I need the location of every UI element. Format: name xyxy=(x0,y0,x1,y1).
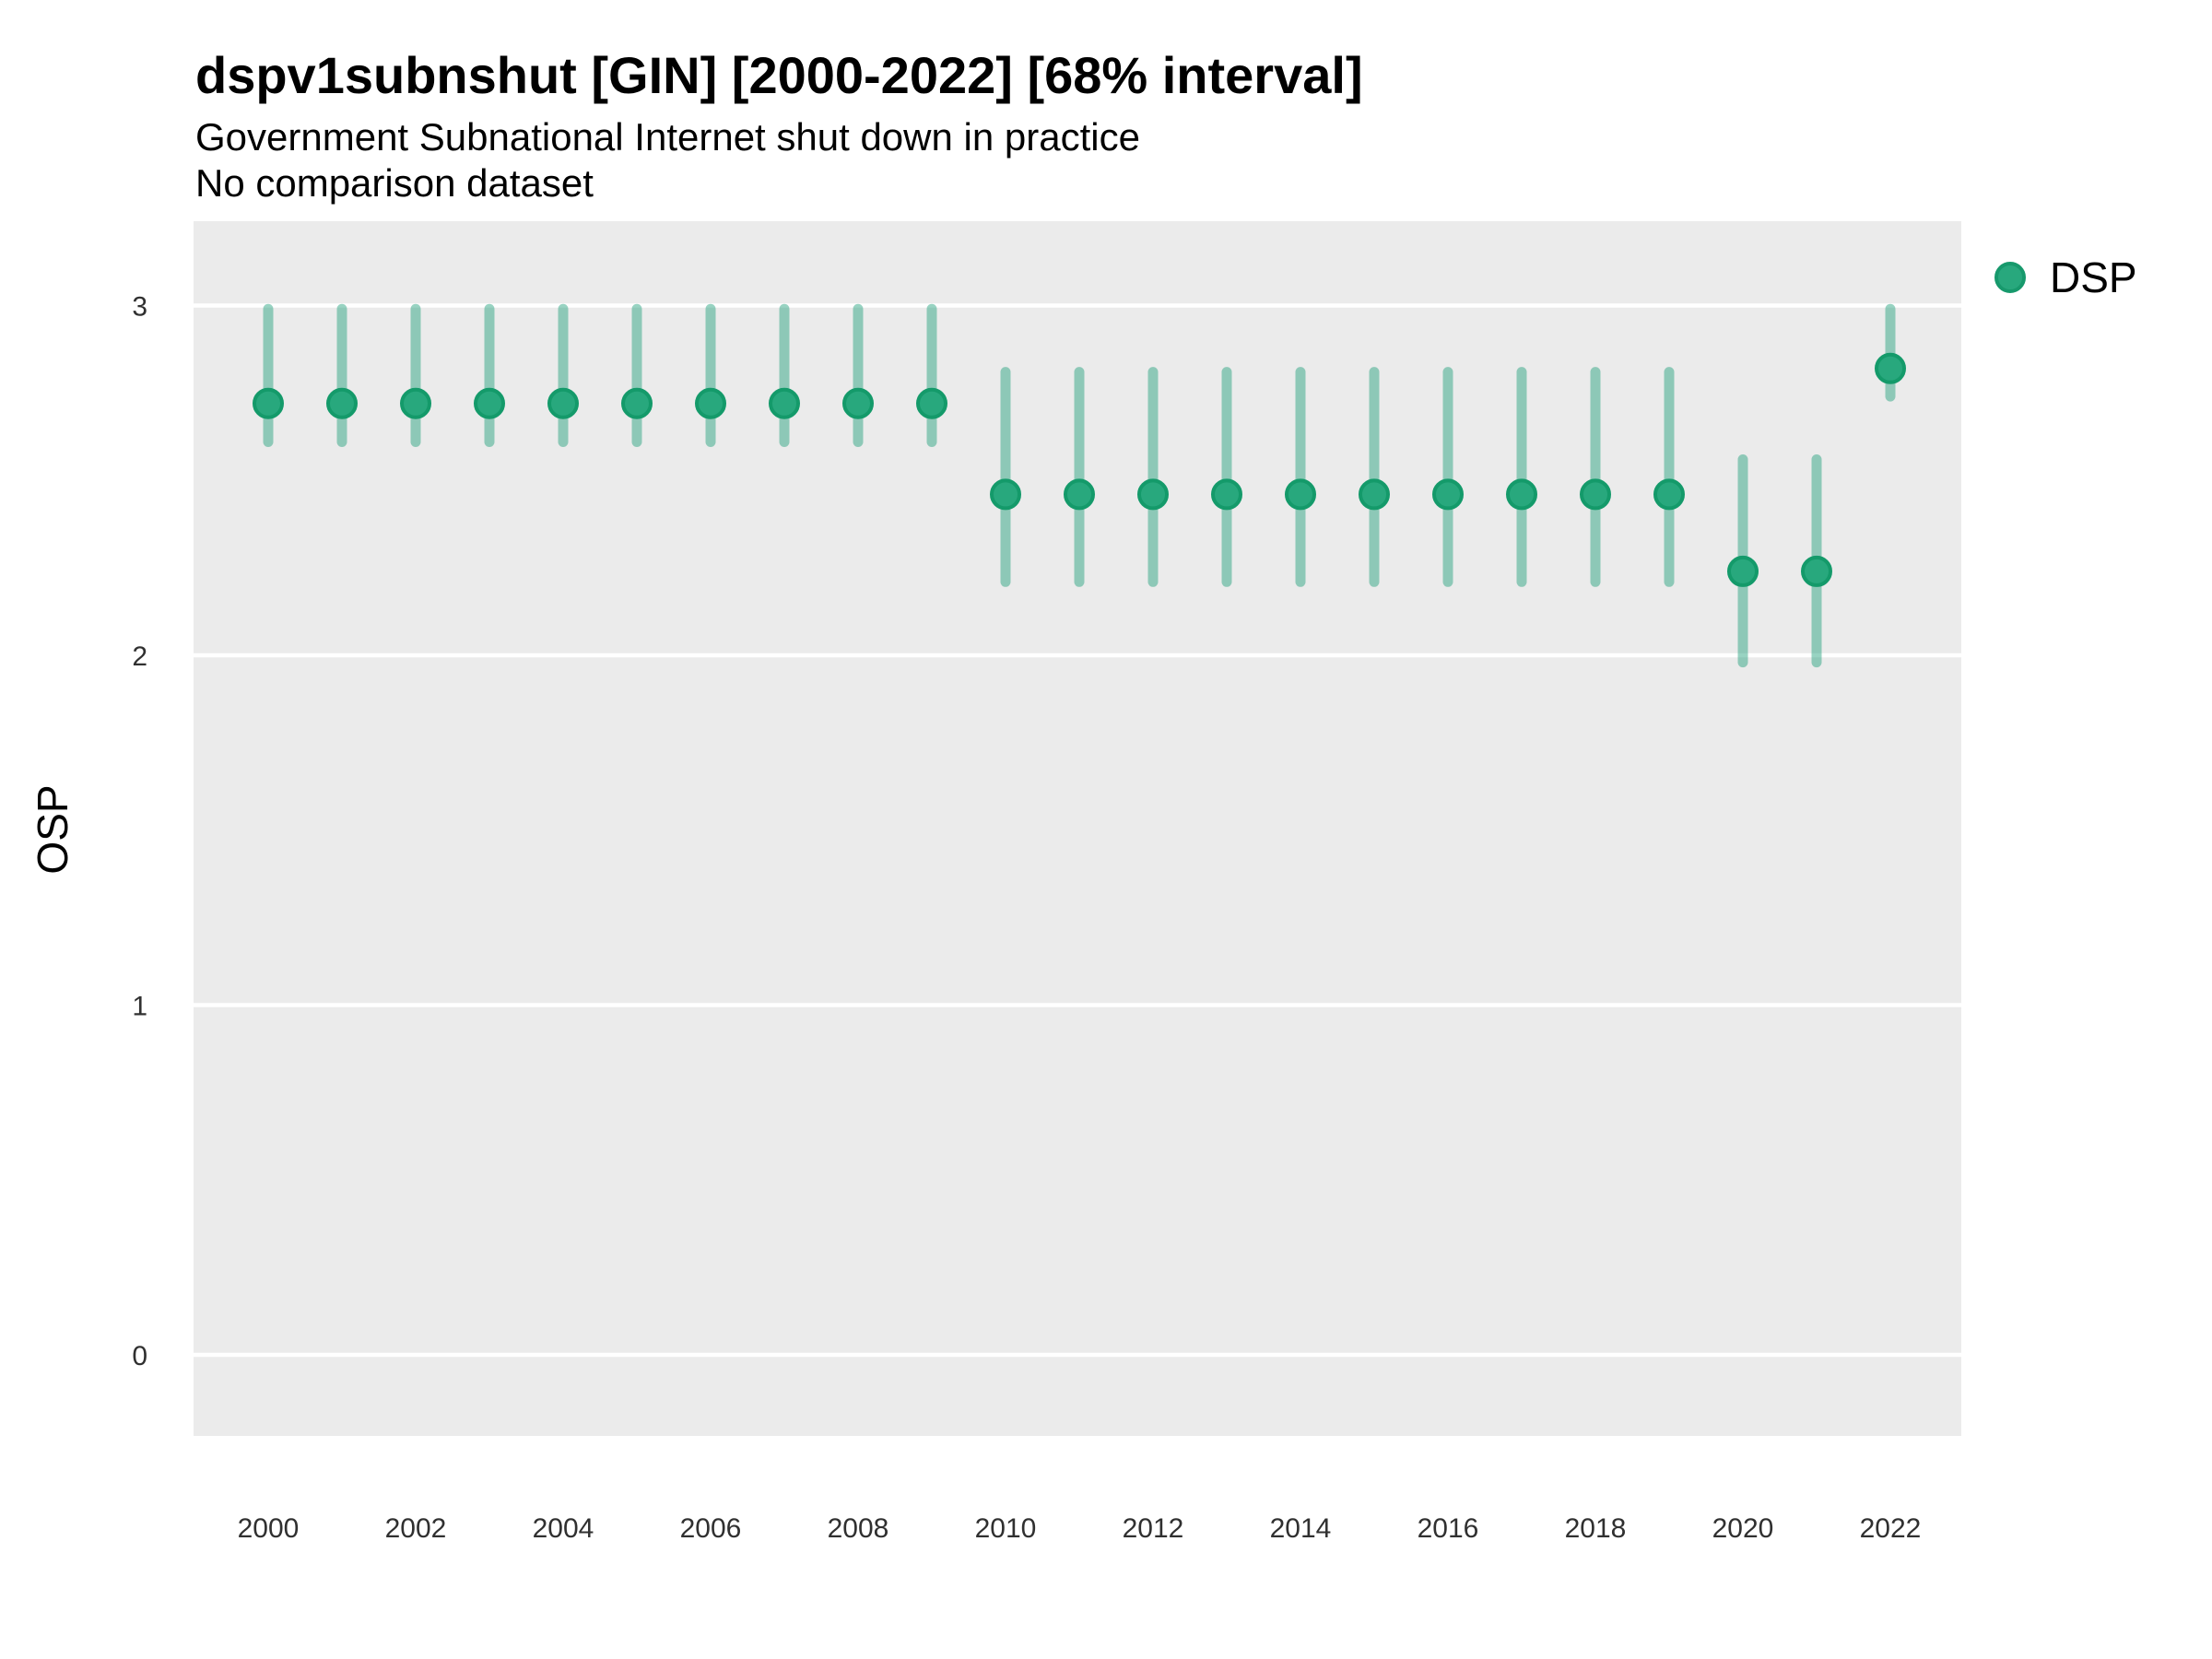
x-tick-label-2014: 2014 xyxy=(1270,1513,1332,1544)
x-tick-label-2010: 2010 xyxy=(975,1513,1037,1544)
x-tick-label-2018: 2018 xyxy=(1565,1513,1627,1544)
y-tick-label-1: 1 xyxy=(132,992,147,1022)
legend-label-dsp: DSP xyxy=(2050,253,2137,301)
point-dsp-2000 xyxy=(253,387,284,419)
point-dsp-2008 xyxy=(842,387,874,419)
chart-title: dspv1subnshut [GIN] [2000-2022] [68% int… xyxy=(195,46,1363,104)
point-dsp-2007 xyxy=(769,387,800,419)
y-tick-label-2: 2 xyxy=(132,641,147,672)
y-tick-label-0: 0 xyxy=(132,1341,147,1371)
point-dsp-2021 xyxy=(1801,555,1832,587)
point-dsp-2002 xyxy=(400,387,431,419)
x-tick-label-2000: 2000 xyxy=(238,1513,300,1544)
point-dsp-2013 xyxy=(1211,478,1242,511)
x-tick-label-2008: 2008 xyxy=(828,1513,889,1544)
point-dsp-2019 xyxy=(1653,478,1685,511)
point-dsp-2016 xyxy=(1432,478,1464,511)
plot-panel xyxy=(194,221,1961,1436)
x-tick-label-2006: 2006 xyxy=(680,1513,742,1544)
point-dsp-2005 xyxy=(621,387,653,419)
point-dsp-2022 xyxy=(1875,352,1906,384)
point-dsp-2001 xyxy=(326,387,358,419)
legend-dot-icon xyxy=(1994,262,2026,293)
x-tick-label-2012: 2012 xyxy=(1123,1513,1184,1544)
point-dsp-2003 xyxy=(474,387,505,419)
point-dsp-2017 xyxy=(1506,478,1537,511)
point-dsp-2004 xyxy=(547,387,579,419)
point-dsp-2010 xyxy=(990,478,1021,511)
point-dsp-2009 xyxy=(916,387,947,419)
legend: DSP xyxy=(1994,256,2137,299)
x-tick-label-2002: 2002 xyxy=(385,1513,447,1544)
point-dsp-2006 xyxy=(695,387,726,419)
point-dsp-2014 xyxy=(1285,478,1316,511)
x-tick-label-2022: 2022 xyxy=(1860,1513,1922,1544)
point-dsp-2018 xyxy=(1580,478,1611,511)
x-tick-label-2004: 2004 xyxy=(533,1513,594,1544)
point-dsp-2020 xyxy=(1727,555,1759,587)
x-tick-label-2020: 2020 xyxy=(1712,1513,1774,1544)
point-dsp-2015 xyxy=(1359,478,1390,511)
x-tick-label-2016: 2016 xyxy=(1418,1513,1479,1544)
chart-subtitle: Government Subnational Internet shut dow… xyxy=(195,115,1140,159)
y-axis-title: OSP xyxy=(29,784,76,875)
point-dsp-2012 xyxy=(1137,478,1169,511)
point-dsp-2011 xyxy=(1064,478,1095,511)
y-tick-label-3: 3 xyxy=(132,292,147,323)
comparison-note: No comparison dataset xyxy=(195,161,594,205)
